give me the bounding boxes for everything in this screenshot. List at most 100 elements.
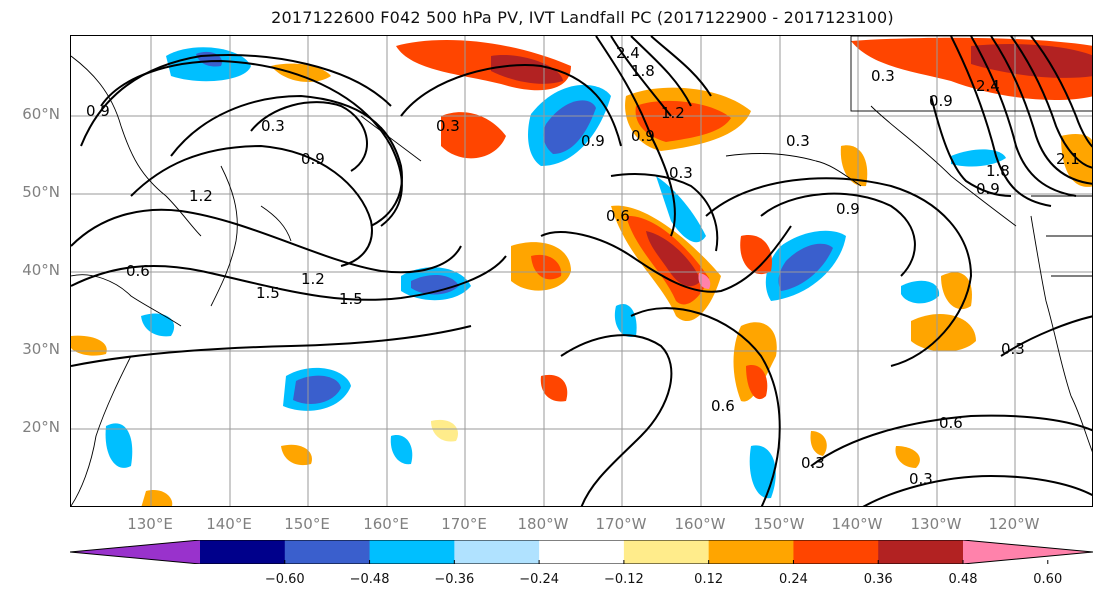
contour-label: 2.1 (1056, 150, 1080, 168)
contour-label: 0.3 (786, 132, 810, 150)
positive-anomaly-region (840, 145, 868, 187)
lat-label: 20°N (22, 418, 60, 436)
positive-anomaly-region (531, 254, 562, 280)
contour-label: 1.2 (301, 270, 325, 288)
lon-label: 170°E (441, 515, 487, 533)
lon-label: 140°W (831, 515, 883, 533)
lon-label: 150°W (753, 515, 805, 533)
contour-label: 1.5 (339, 290, 363, 308)
lon-label: 130°E (127, 515, 173, 533)
contour-label: 2.4 (616, 44, 640, 62)
positive-anomaly-region (740, 235, 772, 275)
contour-label: 0.6 (606, 207, 630, 225)
colorbar-segments (70, 540, 1093, 564)
contour-label: 1.5 (256, 284, 280, 302)
contour-label: 1.8 (631, 62, 655, 80)
colorbar-tick-label: 0.36 (863, 572, 893, 587)
colorbar-segment (623, 540, 710, 564)
colorbar-segment (70, 540, 200, 564)
contour-label: 0.9 (836, 200, 860, 218)
contour-label: 0.6 (126, 262, 150, 280)
colorbar-tick-label: 0.12 (694, 572, 724, 587)
contour-label: 0.9 (631, 127, 655, 145)
contour-label: 0.9 (301, 150, 325, 168)
lon-label: 160°W (674, 515, 726, 533)
colorbar-segment (793, 540, 879, 564)
negative-anomaly-region (656, 176, 706, 243)
lat-label: 30°N (22, 340, 60, 358)
positive-anomaly-region (733, 322, 777, 402)
colorbar-tick-label: −0.60 (264, 572, 305, 587)
negative-anomaly-region (390, 435, 413, 465)
lon-label: 140°E (206, 515, 252, 533)
positive-anomaly-region (491, 55, 563, 84)
positive-anomaly-region (281, 444, 312, 466)
lon-label: 150°E (284, 515, 330, 533)
positive-anomaly-region (540, 374, 568, 402)
contour-label: 0.3 (261, 117, 285, 135)
negative-anomaly-region (778, 243, 833, 291)
negative-anomaly-region (749, 445, 776, 499)
ivt-contours (71, 36, 1092, 506)
positive-anomaly-region (895, 446, 920, 468)
contour-label: 2.4 (976, 77, 1000, 95)
colorbar-segment (454, 540, 540, 564)
colorbar-segment (284, 540, 371, 564)
colorbar-tick-label: −0.24 (519, 572, 560, 587)
colorbar-tick-label: 0.60 (1033, 572, 1063, 587)
lat-label: 60°N (22, 105, 60, 123)
positive-anomaly-region (71, 335, 107, 356)
colorbar-tick-label: −0.48 (349, 572, 390, 587)
lon-label: 170°W (595, 515, 647, 533)
contour-label: 0.3 (909, 470, 933, 488)
negative-anomaly-region (293, 375, 341, 404)
contour-label: 0.3 (669, 164, 693, 182)
negative-anomaly-region (901, 280, 940, 304)
contour-label: 0.9 (976, 180, 1000, 198)
colorbar-segment (878, 540, 964, 564)
lat-label: 50°N (22, 183, 60, 201)
lon-label: 130°W (910, 515, 962, 533)
contour-label: 0.9 (581, 132, 605, 150)
colorbar-tick-label: 0.24 (778, 572, 808, 587)
negative-anomaly-region (105, 423, 133, 468)
lat-label: 40°N (22, 261, 60, 279)
contour-label: 0.3 (436, 117, 460, 135)
colorbar-segment (200, 540, 286, 564)
negative-anomaly-region (141, 313, 175, 337)
contour-label: 0.3 (1001, 340, 1025, 358)
contour-label: 0.9 (929, 92, 953, 110)
lon-label: 120°W (988, 515, 1040, 533)
contour-label: 0.6 (711, 397, 735, 415)
contour-label: 0.9 (86, 102, 110, 120)
colorbar-tick-label: −0.12 (603, 572, 644, 587)
negative-anomaly-region (951, 149, 1006, 167)
coastlines (71, 36, 1092, 506)
positive-anomaly-region (746, 365, 768, 400)
contour-label: 1.8 (986, 162, 1010, 180)
positive-anomaly-region (441, 112, 506, 159)
colorbar-tick-label: 0.48 (948, 572, 978, 587)
contour-label: 1.2 (189, 187, 213, 205)
colorbar-segment (369, 540, 455, 564)
colorbar-segment (539, 540, 625, 564)
map-canvas: 0.9 0.3 0.9 1.2 0.6 1.5 1.2 1.5 0.3 0.9 … (71, 36, 1092, 506)
contour-label: 0.3 (801, 454, 825, 472)
positive-anomaly-region (635, 100, 731, 142)
contour-label: 1.2 (661, 104, 685, 122)
colorbar-tick-marks (284, 560, 1049, 564)
contour-labels: 0.9 0.3 0.9 1.2 0.6 1.5 1.2 1.5 0.3 0.9 … (86, 44, 1080, 488)
map-panel[interactable]: 0.9 0.3 0.9 1.2 0.6 1.5 1.2 1.5 0.3 0.9 … (70, 35, 1093, 507)
colorbar-segment (963, 540, 1093, 564)
colorbar-segment (708, 540, 794, 564)
positive-anomaly-region (431, 419, 459, 442)
graticule (71, 36, 1092, 506)
pv-anomaly-shading (71, 37, 1092, 506)
positive-anomaly-region (1061, 134, 1092, 187)
contour-label: 0.6 (939, 414, 963, 432)
colorbar-tick-label: −0.36 (434, 572, 475, 587)
negative-anomaly-region (543, 100, 596, 154)
negative-anomaly-region (614, 304, 637, 337)
contour-label: 0.3 (871, 67, 895, 85)
lon-label: 180°W (517, 515, 569, 533)
